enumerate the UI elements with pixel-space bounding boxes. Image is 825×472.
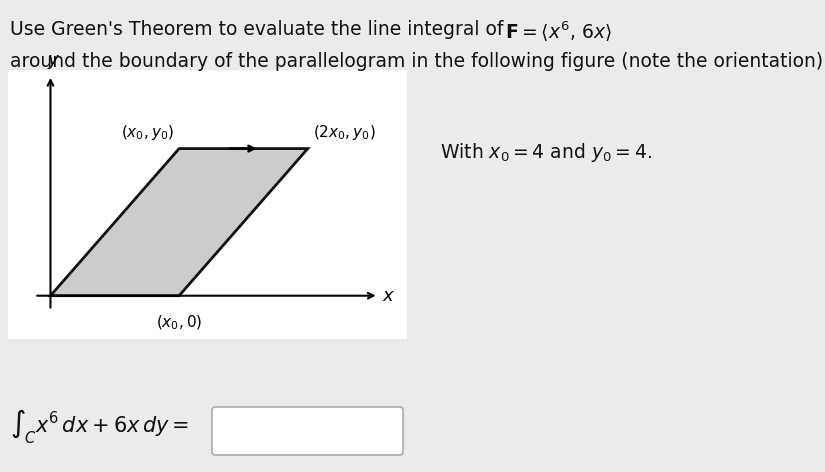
Text: $y$: $y$ <box>47 53 60 71</box>
Text: $(x_0, 0)$: $(x_0, 0)$ <box>156 314 202 332</box>
Text: Use Green's Theorem to evaluate the line integral of: Use Green's Theorem to evaluate the line… <box>10 20 509 39</box>
FancyBboxPatch shape <box>8 70 407 339</box>
Text: $\mathbf{F} = \langle x^6,\, 6x\rangle$: $\mathbf{F} = \langle x^6,\, 6x\rangle$ <box>505 20 612 44</box>
Text: around the boundary of the parallelogram in the following figure (note the orien: around the boundary of the parallelogram… <box>10 52 825 71</box>
FancyBboxPatch shape <box>212 407 403 455</box>
Polygon shape <box>50 149 308 295</box>
Text: $x$: $x$ <box>382 287 395 305</box>
Text: $\int_C x^6\,dx + 6x\,dy =$: $\int_C x^6\,dx + 6x\,dy =$ <box>10 408 189 447</box>
Text: $(2x_0,y_0)$: $(2x_0,y_0)$ <box>313 123 375 142</box>
Text: $(x_0,y_0)$: $(x_0,y_0)$ <box>121 123 174 142</box>
Text: With $x_0 = 4$ and $y_0 = 4.$: With $x_0 = 4$ and $y_0 = 4.$ <box>440 141 652 163</box>
